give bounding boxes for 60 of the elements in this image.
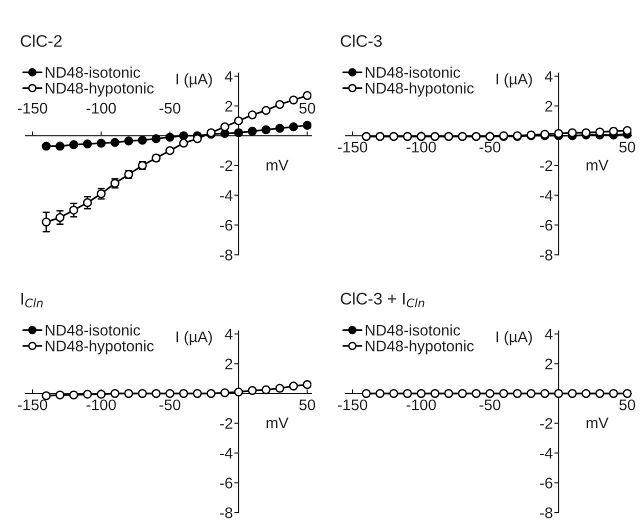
y-tick-label: -2 (220, 160, 232, 172)
y-tick-label: 4 (544, 71, 553, 82)
legend-label: ND48-hypotonic (46, 82, 154, 97)
x-tick-label: -150 (18, 399, 48, 410)
legend-label: ND48-hypotonic (46, 340, 154, 354)
x-tick-label: -100 (86, 102, 116, 114)
x-tick-label: -150 (338, 142, 368, 152)
y-tick-label: -8 (220, 507, 232, 518)
y-tick-label: -6 (220, 478, 232, 488)
y-tick-label: 4 (224, 71, 233, 82)
y-tick-label: 4 (544, 329, 553, 340)
y-tick-label: -8 (540, 250, 552, 260)
legend-label: ND48-isotonic (366, 324, 460, 336)
y-tick-label: -4 (540, 190, 553, 201)
x-tick-label: -100 (406, 142, 436, 152)
x-tick-label: 50 (299, 102, 316, 114)
x-tick-label: 50 (299, 399, 316, 410)
x-tick-label: -100 (86, 399, 116, 410)
x-tick-label: -50 (160, 399, 180, 410)
chart-title: ClC-3 + I$_{Cln}$ (340, 292, 424, 308)
y-tick-label: -6 (540, 220, 552, 231)
y-tick-label: 2 (225, 358, 232, 370)
y-axis-title: I (µA) (176, 331, 212, 346)
legend-label: ND48-isotonic (366, 66, 460, 78)
legend-label: ND48-hypotonic (366, 82, 474, 97)
y-tick-label: -6 (540, 478, 552, 488)
x-axis-title: mV (586, 418, 608, 428)
chart-title: ClC-3 (340, 34, 382, 47)
legend-label: ND48-isotonic (46, 324, 140, 336)
y-tick-label: -2 (540, 160, 552, 172)
y-tick-label: -4 (220, 190, 233, 201)
y-tick-label: -6 (220, 220, 232, 231)
x-tick-label: 50 (619, 399, 636, 410)
chart-title: I$_{Cln}$ (21, 293, 43, 308)
x-axis-title: mV (586, 160, 608, 170)
y-axis-title: I (µA) (176, 73, 212, 88)
y-axis-title: I (µA) (496, 331, 532, 346)
y-tick-label: 2 (225, 100, 232, 112)
x-tick-label: -50 (160, 102, 180, 114)
x-tick-label: -50 (480, 142, 500, 152)
x-tick-label: 50 (619, 142, 636, 152)
legend-label: ND48-isotonic (46, 66, 140, 78)
y-axis-title: I (µA) (496, 73, 532, 88)
y-tick-label: -2 (540, 418, 552, 429)
x-tick-label: -150 (18, 102, 48, 114)
y-tick-label: -8 (540, 507, 552, 518)
y-tick-label: -8 (220, 250, 232, 260)
y-tick-label: -2 (220, 418, 232, 429)
y-tick-label: 2 (545, 358, 552, 370)
x-tick-label: -50 (480, 399, 500, 410)
x-axis-title: mV (266, 160, 288, 170)
legend-label: ND48-hypotonic (366, 340, 474, 354)
y-tick-label: 4 (224, 329, 233, 340)
chart-title: ClC-2 (20, 34, 62, 47)
y-tick-label: 2 (545, 100, 552, 112)
y-tick-label: -4 (540, 448, 553, 459)
x-tick-label: -150 (338, 399, 368, 410)
x-tick-label: -100 (406, 399, 436, 410)
x-axis-title: mV (266, 418, 288, 428)
y-tick-label: -4 (220, 448, 233, 459)
